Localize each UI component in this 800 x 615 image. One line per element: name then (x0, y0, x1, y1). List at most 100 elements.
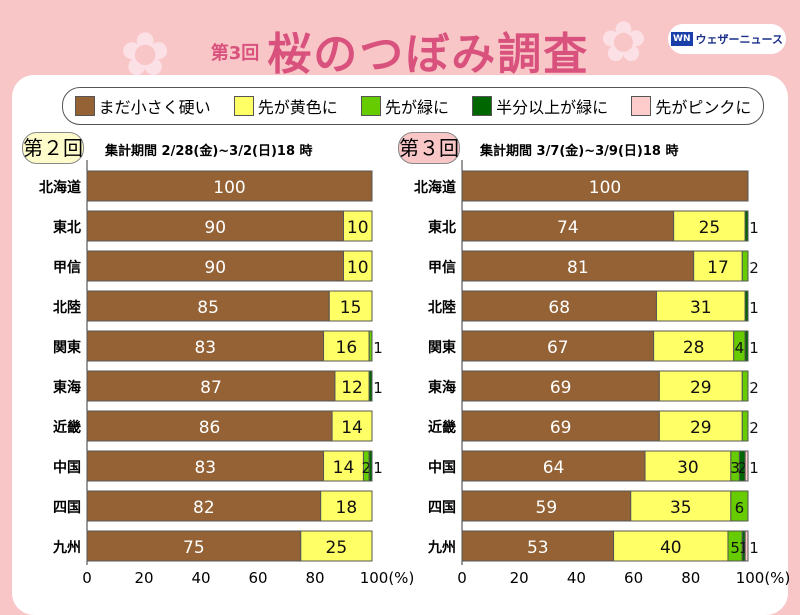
data-label: 1 (739, 539, 749, 557)
bar-segment (744, 530, 749, 562)
bar-segment (461, 330, 655, 362)
data-label: 5 (730, 539, 740, 557)
category-label: 近畿 (53, 419, 81, 436)
bar-segment (461, 450, 646, 482)
bar-segment (86, 370, 336, 402)
bar-segment (744, 450, 749, 482)
data-label: 1 (749, 299, 759, 317)
x-tick-label: 100(%) (360, 569, 415, 587)
data-label: 1 (749, 539, 759, 557)
legend-label: 半分以上が緑に (496, 98, 609, 117)
logo-mark: WN (671, 32, 693, 46)
data-label: 14 (333, 458, 355, 478)
category-label: 四国 (53, 500, 81, 516)
data-label: 3 (730, 459, 740, 477)
round3-badge: 第３回 (398, 132, 460, 164)
legend-swatch (631, 96, 652, 116)
bar-segment (343, 250, 373, 282)
bar-segment (86, 330, 325, 362)
bar-segment (461, 210, 675, 242)
data-label: 67 (547, 338, 569, 358)
bar-segment (320, 490, 373, 522)
bar-segment (630, 490, 732, 522)
bar-segment (744, 290, 749, 322)
category-label: 近畿 (428, 419, 456, 436)
data-label: 2 (738, 459, 748, 477)
data-label: 2 (749, 379, 759, 397)
bar-segment (86, 450, 325, 482)
data-label: 90 (204, 218, 226, 238)
legend-label: 先が黄色に (257, 98, 338, 117)
bar-segment (744, 330, 749, 362)
category-label: 北陸 (53, 299, 81, 316)
bar-segment (86, 250, 344, 282)
data-label: 2 (749, 259, 759, 277)
data-label: 16 (336, 338, 358, 358)
data-label: 10 (347, 218, 369, 238)
bar-segment (300, 530, 373, 562)
bar-segment (461, 170, 749, 202)
x-tick-label: 0 (457, 569, 467, 587)
bar-segment (655, 290, 746, 322)
data-label: 59 (536, 498, 558, 518)
weathernews-logo: WN ウェザーニュース (668, 24, 786, 54)
bar-segment (461, 410, 660, 442)
category-label: 四国 (428, 500, 456, 516)
data-label: 18 (336, 498, 358, 518)
bar-segment (741, 410, 749, 442)
round2-badge: 第２回 (22, 132, 84, 164)
x-tick-label: 0 (82, 569, 92, 587)
bar-segment (673, 210, 746, 242)
x-tick-label: 20 (134, 569, 153, 587)
category-label: 東海 (53, 379, 81, 396)
data-label: 1 (749, 219, 759, 237)
bar-segment (343, 210, 373, 242)
legend-swatch (233, 96, 254, 116)
data-label: 28 (683, 338, 705, 358)
data-label: 2 (362, 459, 372, 477)
data-label: 83 (194, 458, 216, 478)
category-label: 甲信 (428, 259, 456, 276)
data-label: 1 (749, 459, 759, 477)
data-label: 14 (341, 418, 363, 438)
data-label: 29 (690, 378, 712, 398)
category-label: 東北 (428, 219, 456, 236)
legend-swatch (74, 96, 95, 116)
data-label: 10 (347, 258, 369, 278)
bar-segment (744, 210, 749, 242)
x-tick-label: 80 (305, 569, 324, 587)
data-label: 64 (543, 458, 565, 478)
x-tick-label: 60 (248, 569, 267, 587)
data-label: 69 (550, 418, 572, 438)
category-label: 九州 (52, 540, 81, 556)
bar-segment (741, 370, 749, 402)
legend-item: 先がピンクに (631, 94, 751, 118)
bar-segment (86, 410, 333, 442)
data-label: 53 (527, 538, 549, 558)
category-label: 北海道 (39, 179, 81, 196)
bar-segment (461, 530, 615, 562)
bar-segment (368, 370, 373, 402)
x-tick-label: 80 (681, 569, 700, 587)
round-label: 第3回 (210, 43, 260, 64)
logo-text: ウェザーニュース (695, 33, 783, 46)
legend-label: 先がピンクに (655, 98, 752, 117)
legend-label: 先が緑に (384, 98, 449, 117)
category-label: 北海道 (414, 179, 456, 196)
category-label: 東北 (53, 219, 81, 236)
category-label: 関東 (53, 339, 81, 356)
data-label: 82 (193, 498, 215, 518)
legend-item: まだ小さく硬い (74, 94, 211, 118)
category-label: 中国 (428, 459, 456, 476)
data-label: 90 (204, 258, 226, 278)
title-text: 桜のつぼみ調査 (267, 29, 590, 80)
bar-segment (730, 490, 749, 522)
round3-period: 集計期間 3/7(金)~3/9(日)18 時 (480, 144, 679, 159)
bar-segment (328, 290, 373, 322)
data-label: 2 (749, 419, 759, 437)
bar-segment (86, 170, 373, 202)
bar-segment (368, 450, 373, 482)
x-tick-label: 100(%) (736, 569, 791, 587)
bar-segment (461, 250, 695, 282)
